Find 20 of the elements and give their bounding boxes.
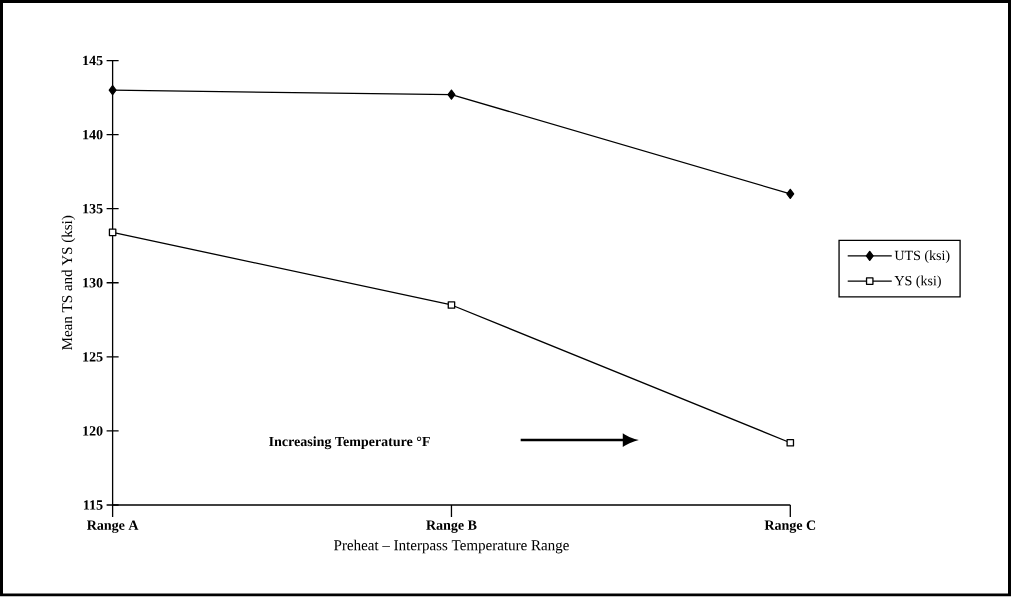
x-tick-label: Range A <box>86 520 139 534</box>
x-tick-label: Range C <box>764 520 816 534</box>
y-tick-label: 115 <box>83 500 103 510</box>
y-axis-title: Mean TS and YS (ksi) <box>61 216 76 351</box>
y-tick-label: 140 <box>83 130 103 140</box>
x-axis-title: Preheat – Interpass Temperature Range <box>334 539 569 554</box>
y-tick-label: 120 <box>83 426 103 436</box>
point <box>108 85 117 96</box>
y-tick-label: 125 <box>83 352 103 362</box>
point <box>786 188 795 200</box>
annotation: Increasing Temperature °F <box>269 436 430 450</box>
y-tick-label: 135 <box>83 204 103 214</box>
x-tick-label: Range B <box>426 520 477 533</box>
point <box>786 439 795 447</box>
legend-label: YS (ksi) <box>894 275 941 289</box>
point <box>447 301 456 310</box>
y-tick-label: 145 <box>83 56 103 66</box>
y-tick-label: 130 <box>83 278 103 288</box>
point <box>447 89 456 100</box>
legend-label: UTS (ksi) <box>894 250 950 264</box>
